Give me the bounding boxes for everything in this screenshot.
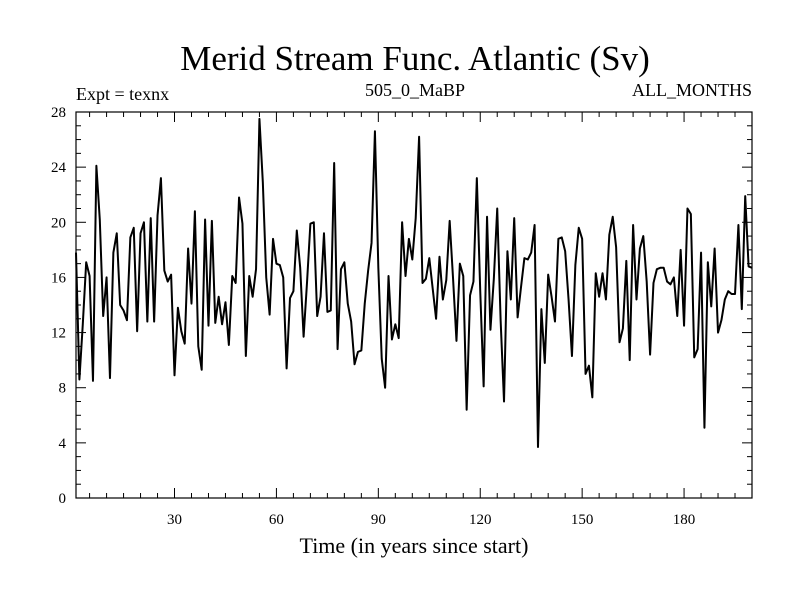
plot-frame	[75, 111, 753, 499]
x-tick-label: 30	[167, 512, 182, 528]
x-tick-label: 150	[571, 512, 594, 528]
y-tick-label: 24	[51, 160, 67, 176]
y-tick-label: 12	[51, 326, 66, 342]
data-series	[75, 117, 753, 448]
y-tick-label: 0	[59, 491, 67, 507]
subtitle-experiment: Expt = texnx	[76, 84, 169, 104]
x-tick-label: 120	[469, 512, 492, 528]
subtitle-months: ALL_MONTHS	[632, 80, 752, 100]
y-tick-label: 4	[59, 436, 67, 452]
subtitle-run: 505_0_MaBP	[365, 80, 465, 100]
y-tick-label: 20	[51, 215, 66, 231]
y-tick-label: 28	[51, 105, 66, 121]
x-tick-label: 180	[673, 512, 696, 528]
y-tick-label: 8	[59, 381, 67, 397]
x-axis-label: Time (in years since start)	[300, 533, 529, 558]
axis-ticks: 30 60 90 120 150 180 0 4 8 12 16 20 24 28	[51, 105, 753, 528]
series-line	[75, 117, 753, 448]
chart-title: Merid Stream Func. Atlantic (Sv)	[180, 39, 650, 78]
y-tick-label: 16	[51, 270, 67, 286]
x-tick-label: 60	[269, 512, 284, 528]
x-tick-label: 90	[371, 512, 386, 528]
